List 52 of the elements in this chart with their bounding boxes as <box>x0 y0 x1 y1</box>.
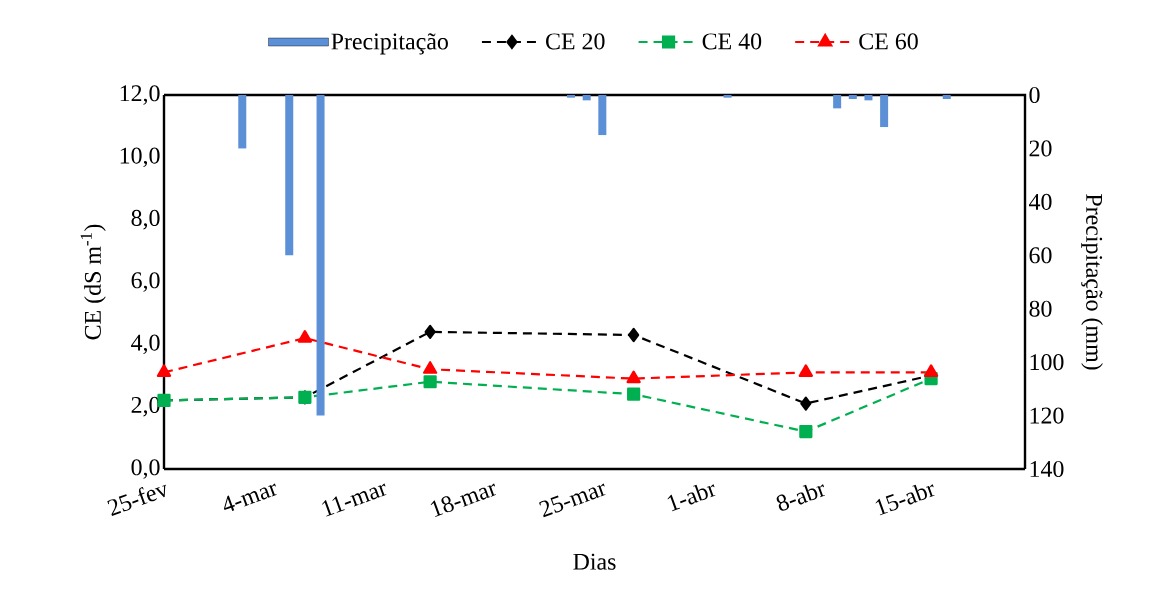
x-tick-label: 15-abr <box>875 484 935 516</box>
legend-label: CE 20 <box>546 33 605 50</box>
bar <box>942 95 951 100</box>
y2-tick-label: 0 <box>1029 86 1040 104</box>
y-tick-label: 4,0 <box>131 334 160 355</box>
y2-tick-label: 140 <box>1030 460 1064 478</box>
legend-label: Precipitação <box>331 33 448 55</box>
x-axis-title: Dias <box>573 553 616 570</box>
bar <box>567 95 576 98</box>
y-tick-label: 10,0 <box>120 147 160 168</box>
point <box>798 364 814 377</box>
bar <box>880 95 889 128</box>
point <box>626 370 641 384</box>
y2-axis-title: Precipitação (mm) <box>1081 194 1103 370</box>
bar <box>582 95 591 101</box>
point <box>424 324 436 339</box>
y2-tick-label: 120 <box>1030 407 1064 424</box>
y2-tick-label: 80 <box>1029 300 1052 317</box>
y2-tick-label: 60 <box>1029 247 1052 264</box>
x-tick-label: 8-abr <box>776 484 825 511</box>
x-tick-label: 18-mar <box>430 483 497 517</box>
point <box>923 364 939 377</box>
bar <box>238 95 247 149</box>
point <box>628 327 640 343</box>
bar <box>285 95 294 256</box>
x-tick-label: 25-mar <box>539 483 606 518</box>
bar <box>316 95 325 416</box>
bar <box>833 95 842 109</box>
y-tick-label: 12,0 <box>120 85 160 105</box>
x-tick-label: 4-mar <box>224 483 277 511</box>
y2-tick-label: 100 <box>1030 354 1064 371</box>
legend-label: CE 40 <box>702 33 762 50</box>
x-tick-label: 25-fev <box>107 484 167 516</box>
bar <box>598 95 607 136</box>
bar <box>848 95 857 100</box>
y2-tick-label: 40 <box>1029 193 1052 210</box>
point <box>422 361 438 374</box>
y-axis-title: CE (dS m$^{-1}$) <box>80 224 106 340</box>
y-tick-label: 6,0 <box>131 272 160 292</box>
bar <box>864 95 873 101</box>
bar <box>723 95 732 98</box>
x-tick-label: 1-abr <box>667 484 716 512</box>
point <box>627 387 641 401</box>
y-tick-label: 0,0 <box>131 459 160 479</box>
point <box>423 375 437 389</box>
y2-tick-label: 20 <box>1029 140 1052 157</box>
point <box>799 425 813 439</box>
y-tick-label: 8,0 <box>131 209 160 230</box>
point <box>297 330 313 343</box>
x-tick-label: 11-mar <box>321 483 387 517</box>
point <box>800 396 812 411</box>
legend-label: CE 60 <box>859 33 918 50</box>
